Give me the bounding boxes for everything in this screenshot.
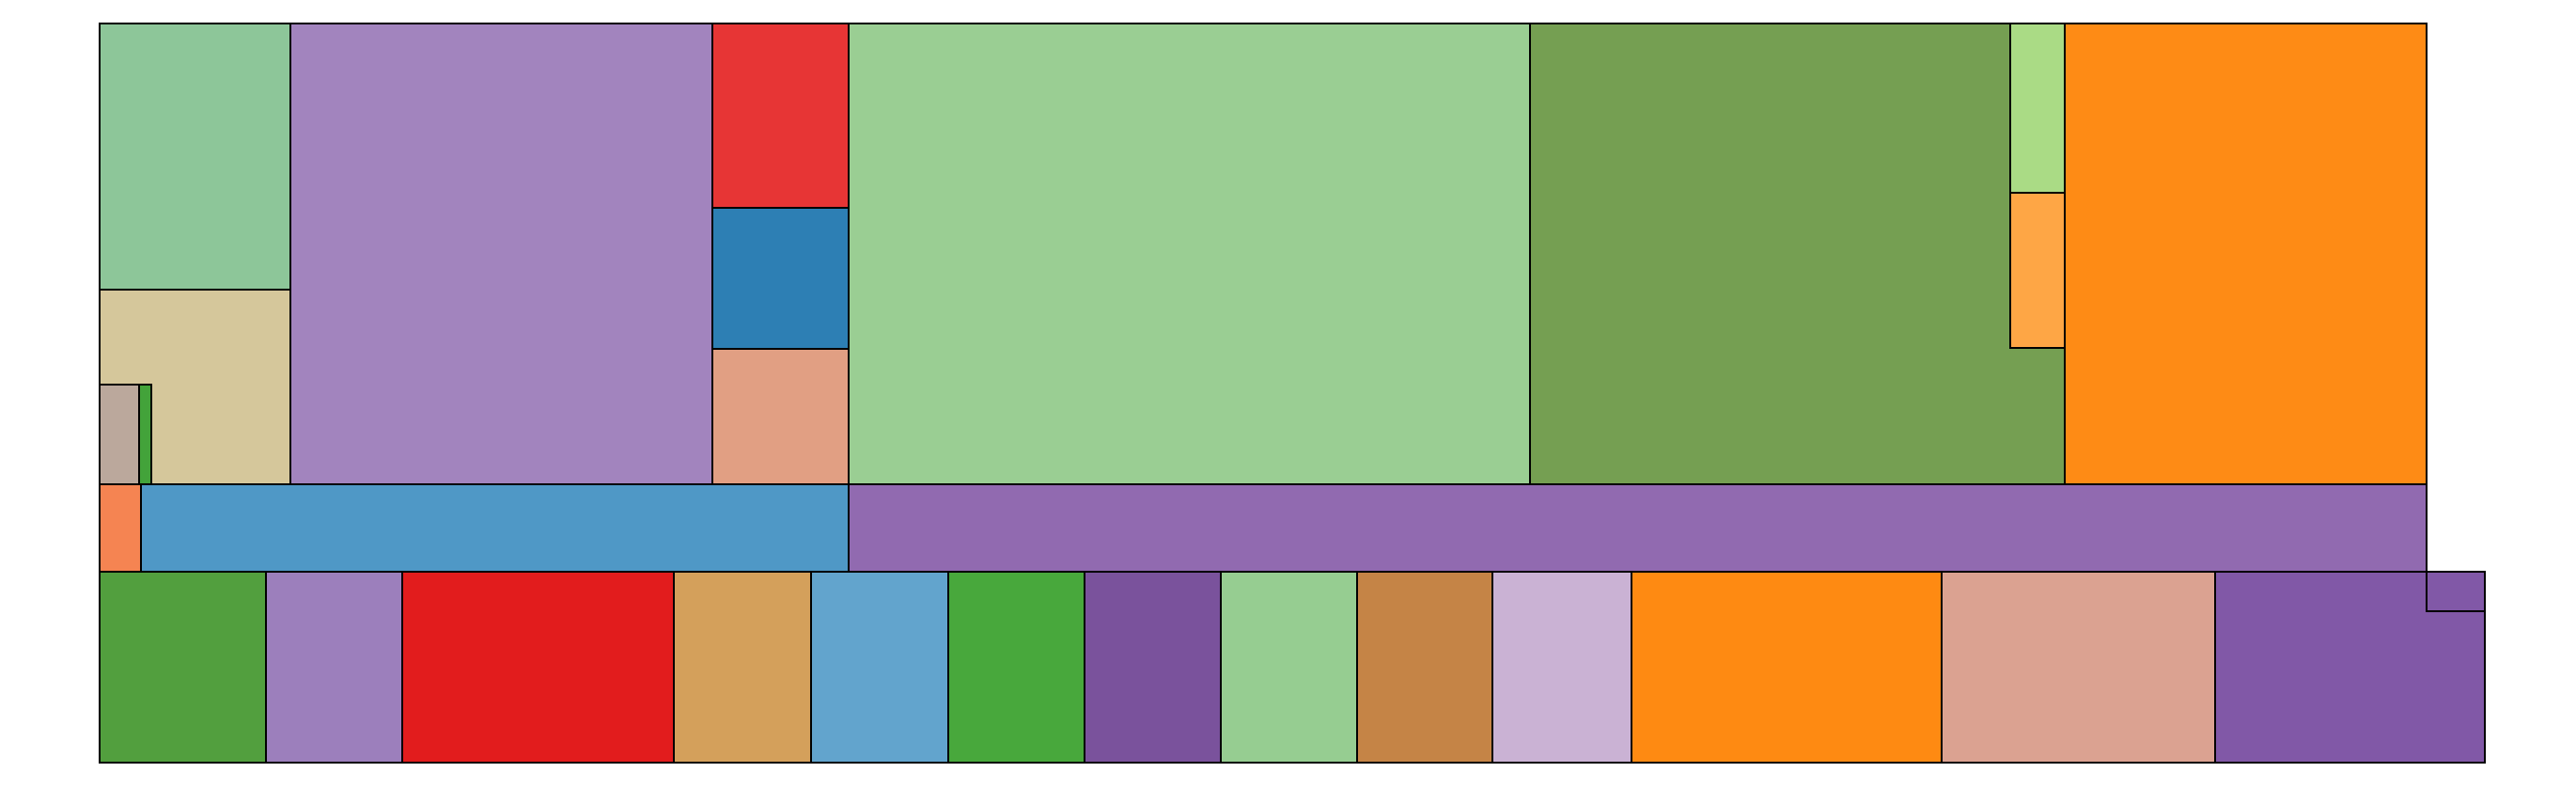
tile-17: [99, 571, 267, 764]
tiles-group: [99, 23, 2486, 764]
tile-28: [1941, 571, 2216, 764]
tile-26: [1491, 571, 1632, 764]
tile-10: [1529, 23, 2066, 485]
tile-22: [947, 571, 1085, 764]
tile-4: [138, 384, 152, 485]
tile-25: [1356, 571, 1493, 764]
tile-13: [2064, 23, 2428, 485]
tile-7: [711, 207, 850, 350]
tile-20: [673, 571, 812, 764]
tile-29-extension: [2426, 572, 2486, 764]
tile-12: [2009, 192, 2066, 349]
tile-1: [99, 23, 291, 291]
tile-14: [99, 483, 142, 573]
tile-9: [848, 23, 1531, 485]
tile-18: [265, 571, 403, 764]
tile-24: [1220, 571, 1358, 764]
tile-27: [1631, 571, 1943, 764]
tile-23: [1084, 571, 1222, 764]
tile-21: [810, 571, 949, 764]
tile-5: [289, 23, 713, 485]
tile-11: [2009, 23, 2066, 194]
tile-19: [401, 571, 675, 764]
tile-16: [848, 483, 2428, 573]
tile-8: [711, 348, 850, 485]
tile-6: [711, 23, 850, 209]
tile-3: [99, 384, 140, 485]
tile-15: [140, 483, 850, 573]
